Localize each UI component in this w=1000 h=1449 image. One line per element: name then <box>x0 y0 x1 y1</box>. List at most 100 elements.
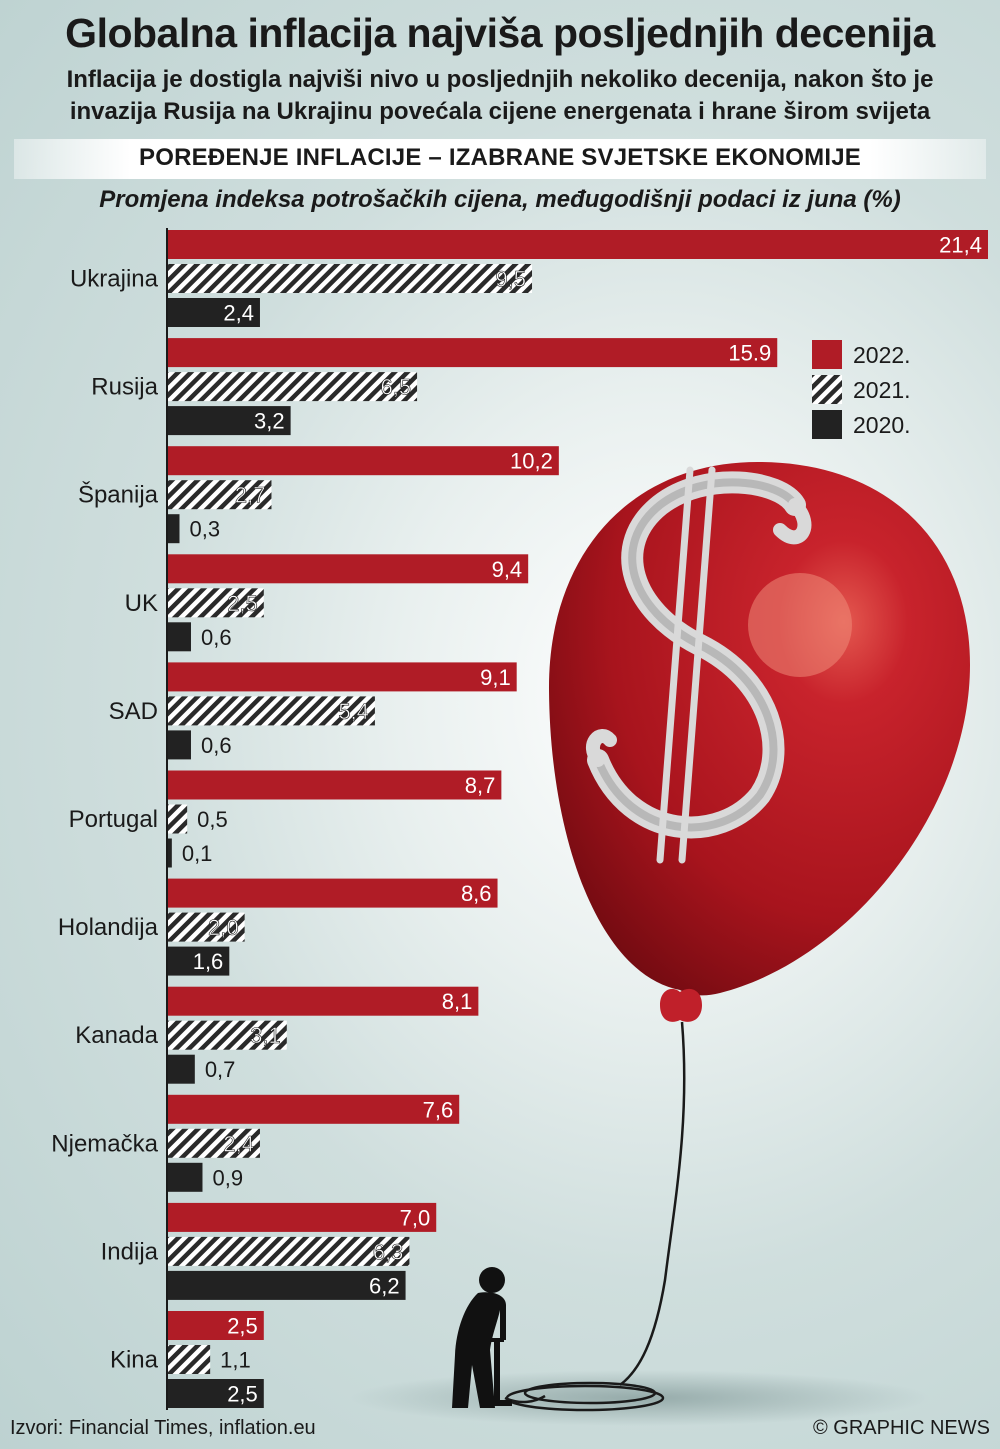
bar-kina-2021 <box>168 1345 211 1374</box>
bar-rusija-2022 <box>168 338 778 368</box>
balloon-highlight <box>748 573 852 677</box>
value-label-sad-2021: 5,4 <box>338 699 369 724</box>
bar-portugal-2022 <box>168 770 502 800</box>
bar-portugal-2020 <box>168 838 172 868</box>
value-label-njemačka-2020: 0,9 <box>212 1165 243 1190</box>
value-label-portugal-2021: 0,5 <box>197 807 228 832</box>
bar-kanada-2022 <box>168 986 479 1016</box>
coiled-hose <box>504 1381 665 1412</box>
bar-kina-2020 <box>168 1379 264 1408</box>
bar-njemačka-2020 <box>168 1162 203 1192</box>
value-label-indija-2021: 6,3 <box>373 1239 404 1264</box>
category-label-indija: Indija <box>101 1238 159 1265</box>
balloon-knot <box>660 988 702 1022</box>
bar-kanada-2021 <box>168 1020 287 1050</box>
category-labels: Ukrajina 21,4 9,5 2,4 Rusija 15.9 6,5 3,2 Španij… <box>51 233 982 1407</box>
value-label-njemačka-2021: 2,4 <box>223 1131 254 1156</box>
category-label-kanada: Kanada <box>75 1022 158 1049</box>
bar-uk-2022 <box>168 554 529 584</box>
value-label-holandija-2022: 8,6 <box>461 881 492 906</box>
category-label-sad: SAD <box>109 698 158 725</box>
legend-swatch-2020 <box>812 410 842 439</box>
bar-holandija-2020 <box>168 946 230 976</box>
value-label-španija-2021: 2,7 <box>235 483 266 508</box>
value-label-njemačka-2022: 7,6 <box>423 1097 454 1122</box>
value-label-uk-2020: 0,6 <box>201 625 232 650</box>
bar-kanada-2020 <box>168 1054 195 1084</box>
bar-uk-2021 <box>168 588 264 618</box>
page-subtitle: Inflacija je dostigla najviši nivo u pos… <box>66 66 934 125</box>
category-label-holandija: Holandija <box>58 914 159 941</box>
bar-sad-2021 <box>168 696 375 726</box>
value-label-kina-2021: 1,1 <box>220 1348 251 1373</box>
value-label-holandija-2020: 1,6 <box>193 949 224 974</box>
legend-label-2022: 2022. <box>853 342 911 368</box>
value-label-rusija-2022: 15.9 <box>728 341 771 366</box>
bar-indija-2020 <box>168 1270 406 1300</box>
category-label-kina: Kina <box>110 1347 159 1374</box>
bar-portugal-2021 <box>168 804 188 834</box>
category-label-rusija: Rusija <box>91 374 158 401</box>
value-label-portugal-2020: 0,1 <box>182 841 213 866</box>
bar-rusija-2021 <box>168 372 418 402</box>
bar-kina-2022 <box>168 1311 264 1340</box>
man-with-pump-icon <box>452 1267 512 1408</box>
page-title: Globalna inflacija najviša posljednjih d… <box>65 10 935 56</box>
bar-indija-2021 <box>168 1236 410 1266</box>
bar-španija-2021 <box>168 480 272 510</box>
legend-swatch-2021 <box>812 375 842 404</box>
value-label-sad-2022: 9,1 <box>480 665 511 690</box>
sources-note: Izvori: Financial Times, inflation.eu <box>10 1417 316 1439</box>
value-label-ukrajina-2020: 2,4 <box>223 301 254 326</box>
category-label-njemačka: Njemačka <box>51 1130 158 1157</box>
credit-note: © GRAPHIC NEWS <box>813 1417 990 1439</box>
bar-sad-2022 <box>168 662 517 692</box>
bar-holandija-2021 <box>168 912 245 942</box>
section-banner <box>14 139 986 179</box>
bar-španija-2020 <box>168 514 180 544</box>
balloon-string <box>619 1021 686 1386</box>
value-label-rusija-2020: 3,2 <box>254 409 285 434</box>
value-label-indija-2020: 6,2 <box>369 1273 400 1298</box>
dollar-sign-icon <box>586 466 812 864</box>
bar-ukrajina-2020 <box>168 298 260 327</box>
legend: 2022. 2021. 2020. <box>812 340 911 439</box>
bar-uk-2020 <box>168 622 191 652</box>
legend-label-2020: 2020. <box>853 412 911 438</box>
value-label-rusija-2021: 6,5 <box>380 375 411 400</box>
bar-ukrajina-2022 <box>168 230 988 259</box>
value-label-kanada-2022: 8,1 <box>442 989 473 1014</box>
value-label-uk-2022: 9,4 <box>492 557 523 582</box>
value-label-portugal-2022: 8,7 <box>465 773 496 798</box>
legend-swatch-2022 <box>812 340 842 369</box>
value-label-kina-2020: 2,5 <box>227 1382 258 1407</box>
chart-title: Promjena indeksa potrošačkih cijena, međ… <box>99 186 901 213</box>
bar-holandija-2022 <box>168 878 498 908</box>
category-label-uk: UK <box>125 590 158 617</box>
balloon-illustration <box>350 462 970 1426</box>
value-label-kanada-2020: 0,7 <box>205 1057 236 1082</box>
bar-njemačka-2021 <box>168 1128 260 1158</box>
category-label-ukrajina: Ukrajina <box>70 266 159 293</box>
bar-indija-2022 <box>168 1202 437 1232</box>
bars-group <box>168 230 988 1408</box>
category-label-španija: Španija <box>78 481 159 509</box>
value-label-kina-2022: 2,5 <box>227 1314 258 1339</box>
value-label-ukrajina-2021: 9,5 <box>495 267 526 292</box>
value-label-holandija-2021: 2,0 <box>208 915 239 940</box>
legend-label-2021: 2021. <box>853 377 911 403</box>
value-label-španija-2022: 10,2 <box>510 449 553 474</box>
balloon <box>548 462 970 996</box>
value-label-sad-2020: 0,6 <box>201 733 232 758</box>
bar-španija-2022 <box>168 446 559 476</box>
bar-ukrajina-2021 <box>168 264 533 293</box>
bar-rusija-2020 <box>168 406 291 436</box>
value-label-kanada-2021: 3,1 <box>250 1023 281 1048</box>
value-label-indija-2022: 7,0 <box>400 1205 431 1230</box>
section-banner-text: POREĐENJE INFLACIJE – IZABRANE SVJETSKE … <box>139 144 861 171</box>
bar-njemačka-2022 <box>168 1094 460 1124</box>
value-label-ukrajina-2022: 21,4 <box>939 233 982 258</box>
category-label-portugal: Portugal <box>69 806 158 833</box>
value-label-španija-2020: 0,3 <box>189 517 220 542</box>
